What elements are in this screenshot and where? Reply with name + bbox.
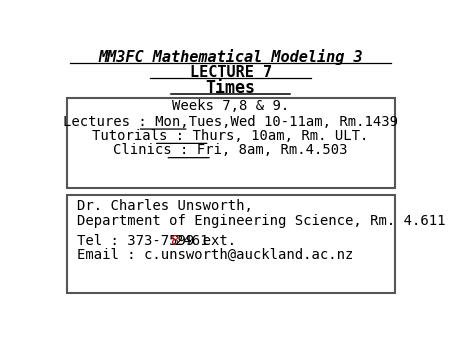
Text: Weeks 7,8 & 9.: Weeks 7,8 & 9. [172,99,289,113]
Text: MM3FC Mathematical Modeling 3: MM3FC Mathematical Modeling 3 [98,49,363,66]
Text: Tutorials : Thurs, 10am, Rm. ULT.: Tutorials : Thurs, 10am, Rm. ULT. [92,129,369,143]
Text: 8: 8 [171,235,179,248]
FancyBboxPatch shape [67,195,395,293]
Text: Email : c.unsworth@auckland.ac.nz: Email : c.unsworth@auckland.ac.nz [77,248,354,262]
Text: Times: Times [206,79,256,97]
Text: Dr. Charles Unsworth,: Dr. Charles Unsworth, [77,199,253,213]
FancyBboxPatch shape [67,98,395,188]
Text: Clinics : Fri, 8am, Rm.4.503: Clinics : Fri, 8am, Rm.4.503 [113,143,348,158]
Text: Lectures : Mon,Tues,Wed 10-11am, Rm.1439: Lectures : Mon,Tues,Wed 10-11am, Rm.1439 [63,115,398,129]
Text: 2461: 2461 [175,235,208,248]
Text: Tel : 373-7599 ext.: Tel : 373-7599 ext. [77,235,245,248]
Text: Department of Engineering Science, Rm. 4.611: Department of Engineering Science, Rm. 4… [77,214,446,228]
Text: LECTURE 7: LECTURE 7 [189,65,272,80]
